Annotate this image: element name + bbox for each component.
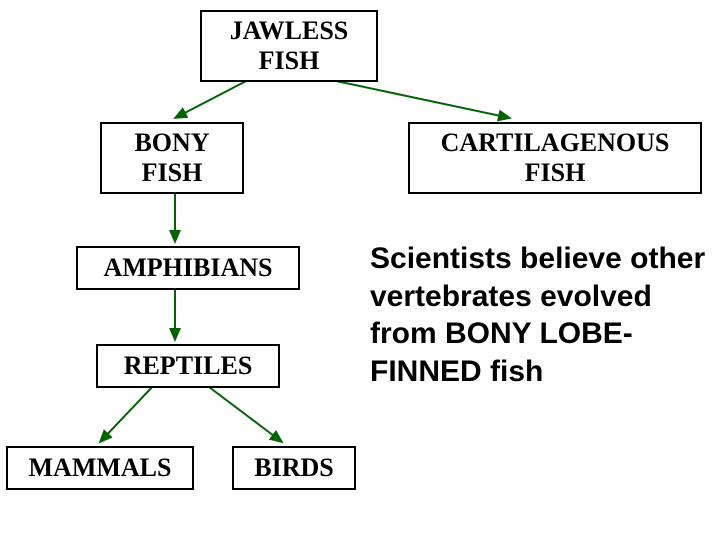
node-label-line2: FISH [142,158,203,188]
node-label-line1: AMPHIBIANS [103,253,272,283]
caption-text: Scientists believe other vertebrates evo… [370,240,720,390]
node-bony-fish: BONY FISH [100,122,244,194]
node-label-line1: MAMMALS [29,453,172,483]
node-mammals: MAMMALS [6,446,194,490]
node-label-line2: FISH [259,46,320,76]
edge-reptiles-to-mammals [100,384,155,442]
node-birds: BIRDS [232,446,356,490]
node-amphibians: AMPHIBIANS [76,246,300,290]
node-jawless-fish: JAWLESS FISH [200,10,378,82]
node-label-line1: CARTILAGENOUS [441,128,670,158]
node-label-line1: BONY [134,128,209,158]
node-label-line1: JAWLESS [230,16,349,46]
node-reptiles: REPTILES [96,344,280,388]
edge-jawless-to-cartilagenous [322,78,510,118]
edge-jawless-to-bony [175,78,252,118]
node-cartilagenous-fish: CARTILAGENOUS FISH [408,122,702,194]
node-label-line2: FISH [525,158,586,188]
node-label-line1: BIRDS [254,453,333,483]
node-label-line1: REPTILES [124,351,253,381]
edge-reptiles-to-birds [205,384,282,442]
